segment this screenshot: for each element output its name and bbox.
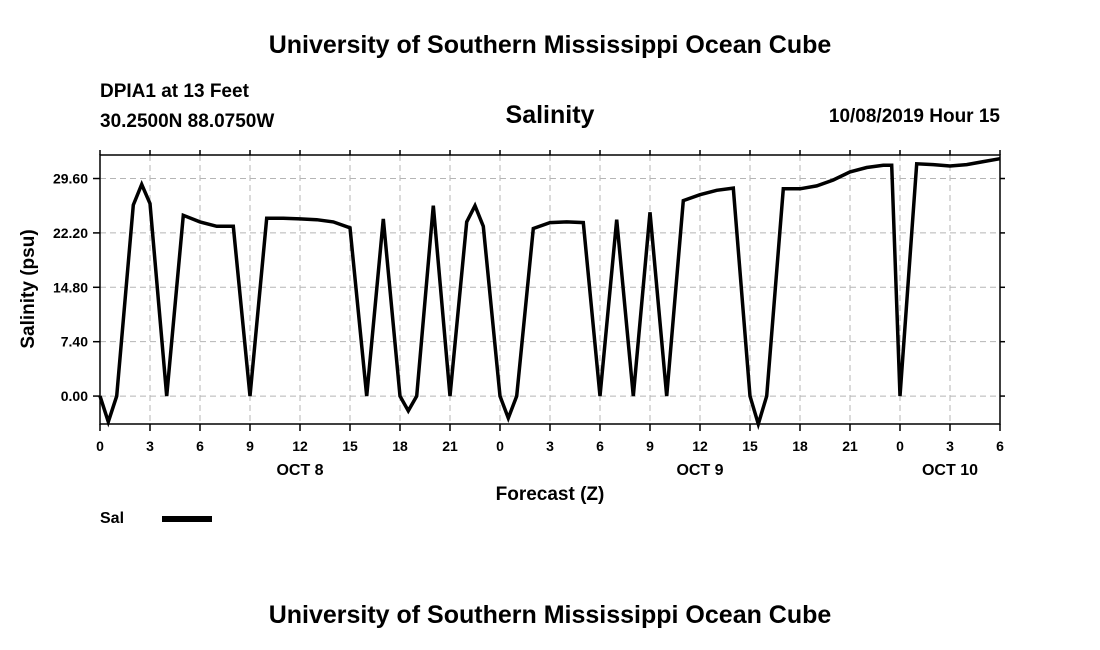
x-day-label: OCT 8 (276, 462, 323, 479)
y-tick-label: 14.80 (53, 279, 88, 295)
x-tick-label: 15 (342, 438, 358, 454)
x-tick-label: 12 (692, 438, 708, 454)
y-tick-label: 29.60 (53, 171, 88, 187)
x-tick-label: 6 (196, 438, 204, 454)
x-tick-label: 3 (946, 438, 954, 454)
x-tick-label: 9 (646, 438, 654, 454)
footer-title: University of Southern Mississippi Ocean… (268, 601, 832, 629)
x-day-label: OCT 10 (922, 462, 978, 479)
legend-label: Sal (100, 510, 125, 527)
series-line-sal (98, 156, 1001, 431)
chart-legend: Sal (100, 510, 212, 528)
forecast-datetime: 10/08/2019 Hour 15 (828, 106, 1000, 127)
x-axis-ticks: 0 3 6 9 12 15 18 21 0 3 6 9 12 15 18 21 0 3 6 OCT 8 OCT 9 OCT… (96, 150, 1004, 479)
x-tick-label: 12 (292, 438, 308, 454)
y-axis-ticks: 0.00 7.40 14.80 22.20 29.60 (53, 171, 1005, 404)
page-title: University of Southern Mississippi Ocean… (268, 31, 832, 59)
x-tick-label: 18 (392, 438, 408, 454)
x-tick-label: 18 (792, 438, 808, 454)
x-tick-label: 6 (596, 438, 604, 454)
y-axis-label: Salinity (psu) (18, 229, 39, 348)
y-tick-label: 22.20 (53, 225, 88, 241)
x-tick-label: 3 (146, 438, 154, 454)
x-tick-label: 0 (96, 438, 104, 454)
x-tick-label: 9 (246, 438, 254, 454)
station-info: DPIA1 at 13 Feet 30.2500N 88.0750W (100, 77, 274, 137)
station-location: 30.2500N 88.0750W (100, 111, 275, 132)
x-tick-label: 0 (896, 438, 904, 454)
y-tick-label: 0.00 (61, 388, 88, 404)
x-tick-label: 6 (996, 438, 1004, 454)
x-tick-label: 0 (496, 438, 504, 454)
chart-grid (100, 155, 1000, 424)
x-axis-label: Forecast (Z) (496, 484, 605, 505)
legend-swatch (162, 516, 212, 522)
x-tick-label: 21 (842, 438, 858, 454)
chart-title: Salinity (505, 101, 595, 129)
x-day-label: OCT 9 (676, 462, 723, 479)
x-tick-label: 15 (742, 438, 758, 454)
x-tick-label: 3 (546, 438, 554, 454)
chart-series (98, 156, 1001, 431)
station-name: DPIA1 at 13 Feet (100, 81, 249, 102)
x-tick-label: 21 (442, 438, 458, 454)
y-tick-label: 7.40 (61, 334, 88, 350)
